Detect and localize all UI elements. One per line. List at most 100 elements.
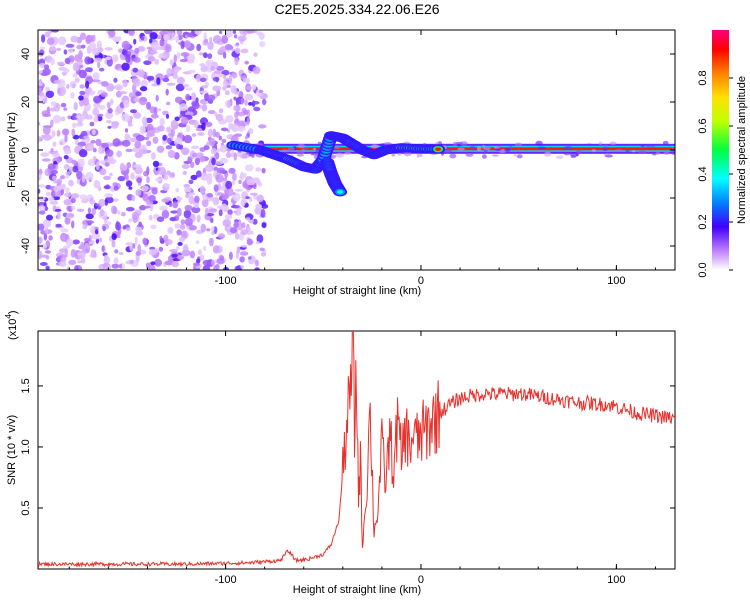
- noise-blob: [193, 202, 200, 209]
- spectrogram-y-ticks: -40 -20 0 20 40: [20, 48, 675, 254]
- noise-blob: [70, 35, 79, 43]
- noise-blob: [98, 145, 103, 155]
- snr-x-label: Height of straight line (km): [293, 584, 421, 596]
- y-tick-label: 0: [20, 147, 32, 153]
- noise-blob: [167, 150, 176, 158]
- noise-blob: [44, 64, 50, 70]
- y-tick-label: -40: [20, 238, 32, 254]
- noise-blob: [104, 56, 112, 61]
- noise-blob: [134, 140, 142, 149]
- colorbar: 0.0 0.2 0.4 0.6 0.8 Normalized spectral ampl…: [697, 30, 748, 278]
- noise-blob: [132, 214, 138, 224]
- noise-blob: [186, 32, 194, 37]
- noise-blob: [201, 103, 208, 112]
- noise-blob: [184, 217, 193, 227]
- noise-blob: [57, 185, 66, 190]
- noise-blob: [218, 248, 222, 253]
- noise-blob: [59, 141, 63, 145]
- noise-blob: [46, 38, 55, 45]
- noise-blob: [259, 247, 265, 252]
- noise-blob: [38, 250, 42, 260]
- noise-blob: [235, 42, 240, 46]
- noise-blob: [56, 47, 61, 52]
- spectrogram-x-ticks: -100 0 100: [68, 30, 656, 287]
- noise-blob: [164, 260, 174, 266]
- noise-blob: [150, 113, 159, 119]
- noise-blob: [222, 219, 232, 228]
- noise-blob: [212, 245, 220, 254]
- noise-blob: [218, 209, 223, 217]
- noise-blob: [79, 194, 88, 200]
- noise-blob: [100, 92, 108, 98]
- noise-blob: [166, 126, 172, 133]
- noise-blob: [121, 62, 130, 71]
- noise-blob: [137, 244, 142, 253]
- noise-blob: [118, 91, 128, 95]
- snr-x-ticks: -100 0 100: [68, 331, 656, 586]
- noise-blob: [43, 95, 48, 104]
- noise-blob: [165, 145, 173, 150]
- noise-blob: [97, 90, 102, 96]
- carrier-speckle: [497, 145, 502, 149]
- noise-blob: [93, 57, 103, 63]
- noise-blob: [63, 49, 68, 55]
- noise-blob: [55, 223, 62, 228]
- noise-blob: [200, 223, 207, 233]
- noise-blob: [253, 52, 258, 57]
- noise-blob: [128, 92, 134, 98]
- noise-blob: [161, 198, 170, 203]
- noise-blob: [211, 157, 216, 166]
- noise-blob: [185, 93, 191, 101]
- noise-blob: [181, 249, 191, 257]
- noise-blob: [72, 62, 79, 72]
- noise-blob: [153, 106, 158, 115]
- noise-blob: [70, 248, 76, 258]
- carrier-speckle: [312, 147, 317, 151]
- noise-blob: [256, 234, 264, 244]
- noise-blob: [205, 164, 214, 173]
- noise-blob: [176, 76, 185, 85]
- noise-blob: [194, 195, 200, 203]
- noise-blob: [225, 30, 233, 38]
- noise-blob: [135, 91, 142, 97]
- noise-blob: [91, 231, 101, 240]
- noise-blob: [134, 236, 138, 246]
- noise-blob: [122, 48, 128, 56]
- noise-blob: [90, 249, 97, 257]
- noise-blob: [147, 56, 156, 62]
- noise-blob: [197, 132, 205, 136]
- noise-blob: [144, 30, 153, 35]
- noise-blob: [123, 99, 130, 108]
- noise-blob: [92, 147, 97, 153]
- noise-blob: [191, 206, 201, 214]
- noise-blob: [222, 205, 230, 213]
- noise-blob: [56, 129, 61, 137]
- noise-blob: [151, 83, 157, 87]
- noise-blob: [162, 52, 168, 60]
- noise-blob: [72, 165, 79, 173]
- noise-blob: [202, 264, 211, 270]
- y-tick-label: 1.5: [20, 378, 32, 393]
- noise-blob: [46, 135, 53, 140]
- noise-blob: [98, 198, 106, 207]
- noise-blob: [121, 40, 130, 50]
- noise-blob: [203, 145, 210, 151]
- carrier-speckle: [334, 145, 340, 150]
- noise-blob: [239, 256, 245, 263]
- noise-blob: [130, 172, 135, 180]
- spectrogram-x-label: Height of straight line (km): [293, 285, 421, 297]
- noise-blob: [186, 59, 195, 64]
- colorbar-tick-label: 0.8: [697, 70, 709, 85]
- noise-blob: [239, 251, 249, 256]
- noise-blob: [230, 85, 237, 94]
- noise-blob: [162, 134, 167, 141]
- noise-blob: [199, 77, 207, 83]
- noise-blob: [108, 155, 114, 162]
- noise-blob: [142, 116, 147, 126]
- noise-blob: [207, 94, 216, 102]
- noise-blob: [177, 241, 183, 246]
- noise-blob: [113, 198, 119, 202]
- noise-blob: [140, 36, 145, 41]
- noise-blob: [136, 69, 145, 77]
- noise-blob: [204, 38, 209, 43]
